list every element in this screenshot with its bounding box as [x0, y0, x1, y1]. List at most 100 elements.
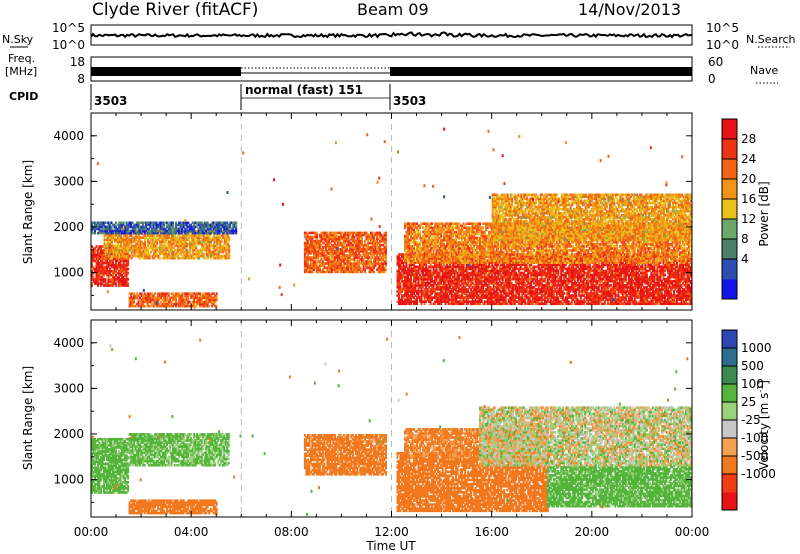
power-cell — [510, 265, 513, 269]
power-cell — [450, 282, 453, 285]
power-cell — [522, 282, 525, 285]
power-cell — [405, 263, 408, 267]
power-cell — [367, 248, 369, 251]
power-cell — [383, 245, 386, 249]
power-cell — [332, 264, 335, 267]
power-cell — [441, 279, 444, 283]
power-cell — [303, 245, 306, 249]
power-cell — [491, 263, 494, 267]
power-cell — [329, 260, 332, 263]
power-cell — [193, 229, 196, 233]
power-cell — [327, 258, 330, 261]
power-cell — [203, 227, 206, 231]
power-cell — [423, 255, 426, 258]
power-cell — [416, 298, 418, 301]
power-cell — [209, 225, 212, 229]
power-cell — [483, 263, 486, 267]
power-cell — [482, 302, 485, 306]
power-cell — [176, 229, 179, 233]
power-cell — [208, 231, 211, 235]
power-cell — [528, 286, 531, 289]
power-cell — [150, 246, 153, 250]
power-cell — [140, 229, 143, 233]
power-cell — [150, 242, 153, 246]
power-cell — [385, 235, 387, 239]
power-cell — [357, 256, 360, 259]
power-cell — [215, 298, 218, 302]
power-cell — [120, 236, 122, 239]
power-cell — [97, 282, 99, 285]
power-cell — [429, 263, 432, 267]
power-cell — [129, 238, 132, 241]
power-cell — [413, 263, 415, 267]
power-cell — [335, 266, 338, 270]
power-cell — [220, 244, 223, 248]
power-cell — [413, 290, 415, 293]
power-cell — [163, 304, 166, 308]
power-cell — [200, 302, 203, 306]
power-cell — [112, 284, 114, 287]
power-cell — [347, 233, 350, 237]
power-cell — [327, 248, 330, 251]
power-cell — [396, 294, 399, 297]
power-cell — [464, 275, 467, 279]
cpid-segment: normal (fast) 151 — [245, 83, 363, 97]
power-cell — [226, 231, 229, 235]
power-cell — [441, 265, 444, 269]
power-cell — [177, 246, 180, 250]
power-cell — [471, 292, 474, 295]
power-cell — [480, 269, 483, 273]
power-cell — [139, 246, 142, 250]
power-cell — [125, 261, 128, 265]
power-cell — [151, 234, 154, 237]
power-cell — [94, 267, 96, 271]
power-cell — [115, 278, 117, 281]
power-cell — [193, 227, 196, 231]
power-cell — [425, 253, 428, 256]
power-cell — [321, 245, 324, 249]
power-cell — [474, 286, 477, 289]
power-cell — [148, 227, 151, 231]
power-cell — [159, 242, 162, 246]
power-cell — [216, 254, 219, 258]
power-cell — [105, 244, 107, 248]
power-cell — [145, 246, 148, 250]
power-cell — [132, 248, 135, 252]
power-cell — [138, 256, 141, 260]
power-cell — [518, 286, 521, 289]
power-cell — [109, 261, 111, 265]
power-cell — [220, 254, 223, 258]
power-cell — [163, 252, 166, 256]
power-cell — [327, 252, 330, 255]
power-cell — [326, 260, 329, 263]
power-cell — [359, 245, 362, 249]
power-cell — [180, 250, 183, 254]
power-cell — [524, 269, 527, 273]
power-cell — [196, 231, 199, 235]
power-cell — [327, 243, 330, 247]
power-cell — [419, 300, 421, 303]
power-cell — [312, 264, 315, 267]
power-cell — [165, 250, 168, 254]
power-cell — [123, 242, 126, 246]
power-cell — [97, 274, 99, 277]
power-cell — [449, 286, 452, 289]
power-cell — [184, 229, 187, 233]
power-cell — [339, 237, 342, 241]
power-cell — [177, 252, 180, 256]
power-cell — [149, 221, 152, 225]
power-cell — [495, 290, 498, 293]
power-cell — [124, 254, 127, 258]
power-cell — [129, 240, 132, 244]
power-cell — [195, 250, 198, 254]
power-cell — [356, 245, 359, 249]
power-cell — [383, 237, 386, 241]
power-cell — [495, 269, 498, 273]
power-cell — [125, 278, 128, 281]
power-cell — [377, 260, 380, 263]
power-cell — [155, 223, 158, 227]
noise-left-tick-top: 10^5 — [52, 21, 85, 35]
power-cell — [104, 269, 107, 273]
power-cell — [139, 236, 142, 239]
power-cell — [332, 256, 335, 259]
